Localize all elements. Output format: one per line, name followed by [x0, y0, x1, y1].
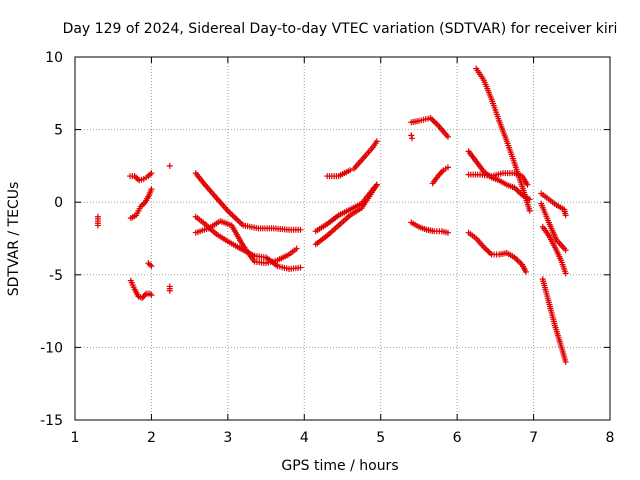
data-point — [444, 164, 451, 171]
chart-title: Day 129 of 2024, Sidereal Day-to-day VTE… — [63, 21, 618, 37]
series-s1 — [94, 213, 101, 229]
data-point — [562, 247, 569, 254]
data-point — [373, 138, 380, 145]
series-s4 — [145, 260, 155, 270]
series-s2 — [127, 170, 155, 184]
data-point — [373, 181, 380, 188]
series-s25 — [539, 223, 569, 277]
plot-frame — [74, 56, 611, 421]
series-s17 — [429, 164, 451, 187]
series-s23 — [538, 190, 569, 219]
data-point — [526, 207, 533, 214]
data-point — [148, 292, 155, 299]
y-tick-label: 0 — [54, 195, 63, 211]
data-point — [297, 264, 304, 271]
data-point — [166, 287, 173, 294]
x-tick-label: 2 — [147, 430, 156, 446]
series-s20 — [465, 148, 533, 203]
y-tick-label: -15 — [40, 413, 63, 429]
series-s8 — [192, 170, 304, 233]
x-tick-label: 8 — [606, 430, 615, 446]
series-s16 — [408, 132, 416, 142]
x-tick-label: 1 — [71, 430, 80, 446]
series-s24 — [538, 200, 569, 254]
x-axis-label: GPS time / hours — [281, 458, 398, 474]
data-point — [94, 222, 101, 229]
y-axis-label: SDTVAR / TECUs — [6, 182, 22, 297]
x-tick-label: 4 — [300, 430, 309, 446]
series-s10 — [192, 218, 300, 267]
data-point — [526, 196, 533, 203]
series-s12 — [312, 181, 380, 235]
data-point — [408, 132, 415, 139]
data-point — [444, 229, 451, 236]
data-point — [562, 212, 569, 219]
series-s21 — [465, 170, 531, 188]
data-point — [293, 245, 300, 252]
data-point — [524, 181, 531, 188]
data-point — [148, 263, 155, 270]
data-point — [148, 170, 155, 177]
series-s3 — [127, 186, 155, 222]
y-tick-label: -5 — [49, 268, 63, 284]
series-s26 — [539, 276, 569, 365]
series-s5 — [127, 277, 155, 302]
series-s15 — [408, 114, 451, 140]
data-point — [297, 226, 304, 233]
data-point — [148, 186, 155, 193]
y-tick-label: 10 — [45, 50, 63, 66]
data-point — [562, 358, 569, 365]
grid-lines — [75, 57, 610, 420]
series-s6 — [166, 162, 173, 169]
series-s13 — [350, 138, 380, 172]
series-s14 — [324, 167, 354, 180]
data-point — [166, 162, 173, 169]
series-s7 — [166, 283, 173, 294]
y-tick-label: 5 — [54, 123, 63, 139]
series-s22 — [465, 229, 529, 275]
x-tick-label: 6 — [453, 430, 462, 446]
x-tick-label: 5 — [376, 430, 385, 446]
data-point — [522, 268, 529, 275]
data-marks — [94, 65, 569, 365]
data-point — [562, 270, 569, 277]
x-tick-label: 3 — [223, 430, 232, 446]
data-point — [347, 167, 354, 174]
data-point — [409, 135, 416, 142]
series-s18 — [408, 219, 451, 236]
x-tick-label: 7 — [529, 430, 538, 446]
y-tick-label: -10 — [40, 340, 63, 356]
data-point — [444, 133, 451, 140]
